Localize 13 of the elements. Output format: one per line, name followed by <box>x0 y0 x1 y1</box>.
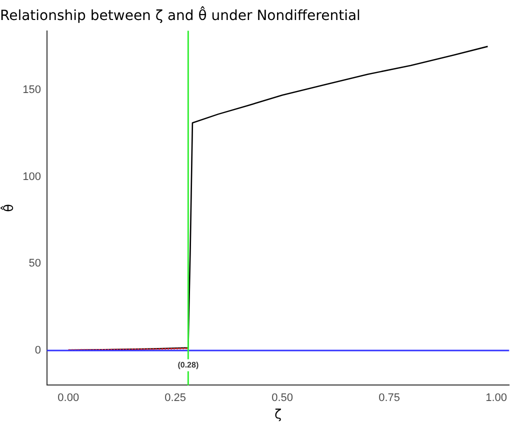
y-tick-label: 100 <box>22 170 41 183</box>
y-axis-title: θ̂ <box>0 204 18 212</box>
x-tick-label: 1.00 <box>486 392 508 404</box>
x-tick-label: 0.25 <box>164 392 186 404</box>
y-tick-label: 150 <box>22 84 41 96</box>
x-tick-label: 0.00 <box>58 392 80 404</box>
x-tick-label: 0.50 <box>272 392 294 404</box>
x-axis-title: ζ <box>274 408 282 423</box>
y-tick-label: 50 <box>28 258 41 270</box>
x-tick-label: 0.75 <box>378 392 400 404</box>
y-tick-label: 0 <box>34 344 41 356</box>
ref-line-label: (0.28) <box>178 360 199 370</box>
chart-title: Relationship between ζ and θ̂ under Nondifferential <box>0 5 360 24</box>
